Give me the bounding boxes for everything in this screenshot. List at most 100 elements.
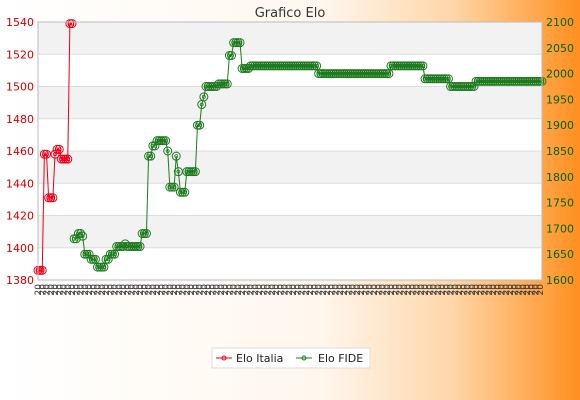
x-tick-label: 20 <box>485 284 495 296</box>
elo-fide-point <box>78 231 88 241</box>
right-tick-label: 2050 <box>546 42 574 55</box>
elo-fide-point <box>161 136 171 146</box>
elo-fide-point <box>146 151 156 161</box>
x-tick-label: 20 <box>370 284 380 296</box>
legend-item-elo-italia: Elo Italia <box>216 352 283 365</box>
x-tick-label: 20 <box>60 284 70 296</box>
x-tick-label: 20 <box>285 284 295 296</box>
x-tick-label: 20 <box>272 284 282 296</box>
elo-fide-point-inner <box>80 234 85 239</box>
right-tick-label: 1900 <box>546 119 574 132</box>
x-tick-label: 20 <box>434 284 444 296</box>
x-tick-label: 20 <box>421 284 431 296</box>
left-tick-label: 1380 <box>6 274 34 287</box>
x-tick-label: 20 <box>268 284 278 296</box>
x-tick-label: 20 <box>136 284 146 296</box>
x-tick-label: 20 <box>374 284 384 296</box>
legend-label-elo-fide: Elo FIDE <box>318 352 363 365</box>
left-tick-label: 1540 <box>6 16 34 29</box>
grid-band <box>38 215 542 248</box>
elo-fide-point <box>190 167 200 177</box>
x-tick-label: 20 <box>519 284 529 296</box>
right-tick-label: 1950 <box>546 93 574 106</box>
x-tick-label: 20 <box>85 284 95 296</box>
x-tick-label: 20 <box>383 284 393 296</box>
x-tick-label: 20 <box>213 284 223 296</box>
x-tick-label: 20 <box>119 284 129 296</box>
x-tick-label: 20 <box>64 284 74 296</box>
left-tick-label: 1400 <box>6 242 34 255</box>
x-tick-label: 20 <box>123 284 133 296</box>
x-tick-label: 20 <box>47 284 57 296</box>
x-tick-label: 20 <box>191 284 201 296</box>
x-tick-label: 20 <box>179 284 189 296</box>
x-tick-label: 20 <box>476 284 486 296</box>
x-tick-label: 20 <box>489 284 499 296</box>
elo-italia-point-inner <box>57 147 62 152</box>
x-tick-label: 20 <box>196 284 206 296</box>
elo-fide-point-inner <box>165 149 170 153</box>
x-tick-label: 20 <box>187 284 197 296</box>
x-tick-label: 20 <box>447 284 457 296</box>
x-tick-label: 20 <box>302 284 312 296</box>
x-tick-label: 20 <box>532 284 542 296</box>
elo-italia-point <box>42 149 52 159</box>
elo-italia-point <box>67 19 77 29</box>
elo-italia-point <box>48 193 58 203</box>
x-tick-label: 20 <box>327 284 337 296</box>
legend-item-elo-fide: Elo FIDE <box>296 352 363 365</box>
right-tick-label: 1650 <box>546 248 574 261</box>
x-tick-label: 20 <box>502 284 512 296</box>
x-tick-label: 20 <box>132 284 142 296</box>
x-tick-label: 20 <box>153 284 163 296</box>
left-tick-label: 1440 <box>6 177 34 190</box>
x-tick-label: 20 <box>349 284 359 296</box>
x-tick-label: 20 <box>217 284 227 296</box>
elo-fide-point-inner <box>102 265 106 270</box>
x-tick-label: 20 <box>459 284 469 296</box>
right-tick-label: 1750 <box>546 197 574 210</box>
x-tick-label: 20 <box>353 284 363 296</box>
x-tick-label: 20 <box>387 284 397 296</box>
elo-fide-point <box>227 51 237 61</box>
x-tick-label: 20 <box>293 284 303 296</box>
x-tick-label: 20 <box>230 284 240 296</box>
x-tick-label: 20 <box>225 284 235 296</box>
x-tick-label: 20 <box>455 284 465 296</box>
x-tick-label: 20 <box>400 284 410 296</box>
left-tick-label: 1480 <box>6 113 34 126</box>
x-tick-label: 20 <box>315 284 325 296</box>
elo-fide-point-inner <box>386 71 391 76</box>
left-tick-label: 1520 <box>6 48 34 61</box>
x-tick-label: 20 <box>43 284 53 296</box>
left-axis-ticks: 1380 1400 1420 1440 1460 1480 1500 1520 1540 <box>6 16 34 287</box>
x-tick-label: 20 <box>276 284 286 296</box>
elo-italia-point-inner <box>65 157 70 161</box>
x-tick-label: 20 <box>204 284 214 296</box>
x-tick-label: 20 <box>81 284 91 296</box>
left-tick-label: 1500 <box>6 81 34 94</box>
x-tick-label: 20 <box>340 284 350 296</box>
x-tick-label: 20 <box>481 284 491 296</box>
grid-band <box>38 151 542 184</box>
x-tick-label: 20 <box>472 284 482 296</box>
elo-italia-point <box>63 154 73 164</box>
x-tick-label: 20 <box>379 284 389 296</box>
elo-fide-point <box>169 182 179 192</box>
elo-fide-point-inner <box>163 138 168 143</box>
elo-fide-point-inner <box>197 123 202 128</box>
legend-marker-elo-fide <box>301 355 307 361</box>
x-tick-label: 20 <box>498 284 508 296</box>
x-tick-label: 20 <box>140 284 150 296</box>
x-tick-label: 20 <box>238 284 248 296</box>
x-tick-label: 20 <box>242 284 252 296</box>
left-tick-label: 1420 <box>6 210 34 223</box>
x-tick-label: 20 <box>68 284 78 296</box>
x-tick-label: 20 <box>361 284 371 296</box>
x-tick-label: 20 <box>438 284 448 296</box>
elo-fide-point <box>222 79 232 89</box>
x-tick-label: 20 <box>527 284 537 296</box>
x-tick-label: 20 <box>442 284 452 296</box>
x-tick-label: 20 <box>247 284 257 296</box>
